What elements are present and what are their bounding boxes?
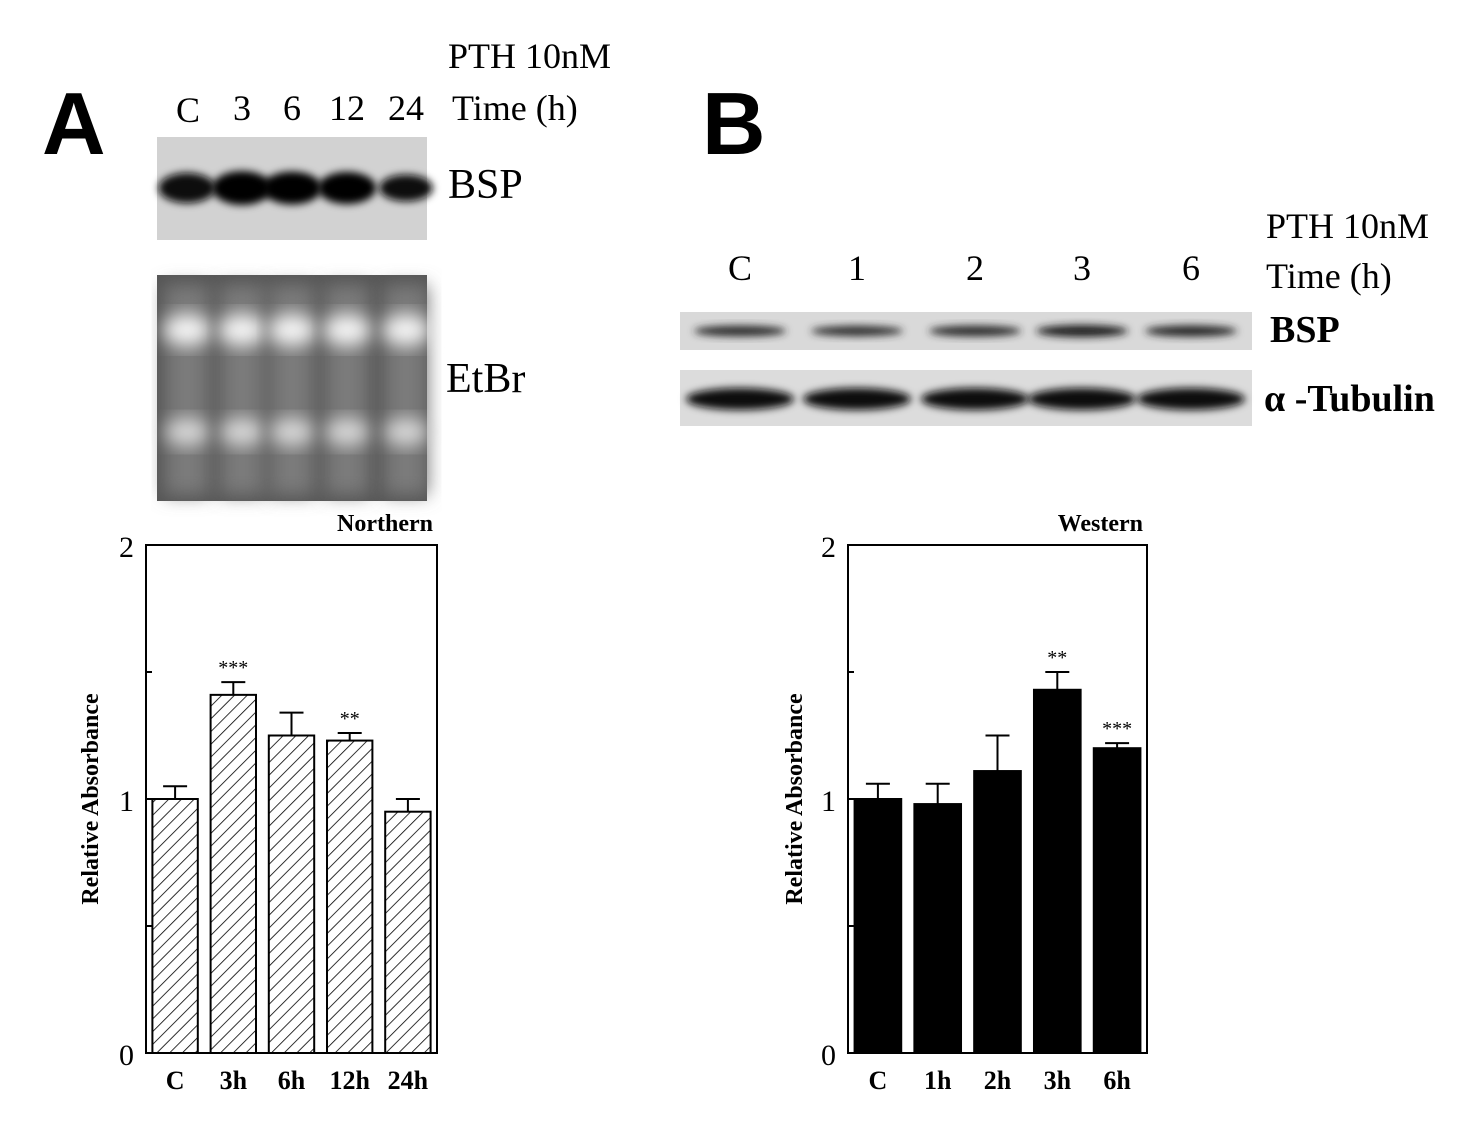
bsp-band bbox=[262, 171, 322, 205]
bsp-band bbox=[929, 325, 1021, 337]
panel-a-lane-label: 24 bbox=[388, 88, 424, 128]
y-axis-label: Relative Absorbance bbox=[78, 693, 104, 905]
y-tick-label: 0 bbox=[821, 1039, 836, 1072]
etbr-28s-band bbox=[163, 314, 211, 346]
tubulin-band bbox=[921, 388, 1029, 410]
y-tick-label: 0 bbox=[119, 1039, 134, 1072]
significance-label: *** bbox=[1102, 718, 1132, 740]
y-tick-label: 2 bbox=[119, 531, 134, 564]
x-tick-label: 6h bbox=[278, 1066, 306, 1095]
panel-a-lane-label: C bbox=[175, 90, 200, 130]
panel-b-tubulin-blot bbox=[680, 370, 1252, 426]
significance-label: ** bbox=[340, 708, 360, 730]
significance-label: *** bbox=[218, 657, 248, 679]
bsp-band bbox=[811, 325, 903, 337]
tubulin-band bbox=[686, 388, 794, 410]
bar bbox=[384, 810, 432, 1055]
bsp-band bbox=[1145, 325, 1237, 337]
x-tick-label: 1h bbox=[924, 1066, 952, 1095]
bsp-band bbox=[1036, 325, 1128, 337]
etbr-28s-band bbox=[268, 314, 316, 346]
bar bbox=[209, 693, 257, 1054]
significance-label: ** bbox=[1047, 647, 1067, 669]
x-tick-label: 2h bbox=[984, 1066, 1012, 1095]
bar bbox=[267, 734, 316, 1054]
bar bbox=[913, 803, 963, 1055]
x-tick-label: 3h bbox=[1044, 1066, 1072, 1095]
tubulin-band bbox=[803, 388, 911, 410]
panel-b-treatment-label: PTH 10nM bbox=[1266, 206, 1430, 246]
tubulin-band bbox=[1137, 388, 1245, 410]
panel-b-bsp-blot-label: BSP bbox=[1270, 309, 1340, 351]
panel-b-bsp-blot bbox=[680, 312, 1252, 350]
y-tick-label: 1 bbox=[119, 785, 134, 818]
x-tick-label: 6h bbox=[1103, 1066, 1131, 1095]
etbr-28s-band bbox=[218, 314, 266, 346]
panel-a-lane-label: 6 bbox=[283, 88, 301, 128]
panel-b-lane-label: 3 bbox=[1073, 248, 1091, 288]
panel-b-letter: B bbox=[702, 74, 766, 173]
x-tick-label: C bbox=[869, 1066, 888, 1095]
panel-b-lane-label: 2 bbox=[966, 248, 984, 288]
etbr-18s-band bbox=[325, 418, 369, 446]
etbr-18s-band bbox=[270, 418, 314, 446]
panel-a-bsp-blot bbox=[157, 137, 433, 240]
panel-a-lane-label: 3 bbox=[233, 88, 251, 128]
y-tick-label: 1 bbox=[821, 785, 836, 818]
bar bbox=[326, 739, 374, 1055]
chart-title: Western bbox=[1058, 511, 1143, 537]
bsp-band bbox=[158, 172, 216, 204]
x-tick-label: 24h bbox=[388, 1066, 429, 1095]
etbr-18s-band bbox=[220, 418, 264, 446]
chart-title: Northern bbox=[337, 511, 433, 537]
x-tick-label: 12h bbox=[329, 1066, 370, 1095]
bsp-band bbox=[694, 325, 786, 337]
panel-a-letter: A bbox=[42, 74, 106, 173]
bar bbox=[1032, 688, 1082, 1055]
bsp-band bbox=[379, 174, 433, 202]
panel-a-etbr-blot-label: EtBr bbox=[446, 356, 526, 402]
etbr-18s-band bbox=[165, 418, 209, 446]
bsp-band bbox=[317, 171, 377, 205]
panel-a-lane-label: 12 bbox=[329, 88, 365, 128]
etbr-28s-band bbox=[382, 314, 430, 346]
y-axis-label: Relative Absorbance bbox=[782, 693, 808, 905]
panel-a-bsp-blot-label: BSP bbox=[448, 162, 523, 208]
bsp-band bbox=[212, 171, 272, 205]
y-tick-label: 2 bbox=[821, 531, 836, 564]
x-tick-label: 3h bbox=[220, 1066, 248, 1095]
bar bbox=[853, 798, 903, 1054]
northern-bar-chart: 0 1 2 Relative Absorbance Northern C *** 3h 6h **… bbox=[78, 511, 438, 1095]
bar bbox=[151, 798, 199, 1054]
panel-a-treatment-label: PTH 10nM bbox=[448, 36, 612, 76]
panel-b-tubulin-blot-label: α -Tubulin bbox=[1264, 378, 1435, 420]
panel-a-time-label: Time (h) bbox=[452, 88, 578, 128]
etbr-18s-band bbox=[384, 418, 428, 446]
panel-b-lane-label: 1 bbox=[848, 248, 866, 288]
tubulin-band bbox=[1028, 388, 1136, 410]
panel-a-etbr-gel bbox=[157, 275, 430, 501]
panel-b-lane-label: C bbox=[727, 248, 752, 288]
x-tick-label: C bbox=[166, 1066, 185, 1095]
panel-b-time-label: Time (h) bbox=[1266, 256, 1392, 296]
western-bar-chart: 0 1 2 Relative Absorbance Western C 1h 2h ** 3h **… bbox=[782, 511, 1148, 1095]
etbr-28s-band bbox=[323, 314, 371, 346]
bar bbox=[973, 770, 1022, 1054]
bar bbox=[1092, 747, 1142, 1054]
panel-b-lane-label: 6 bbox=[1182, 248, 1200, 288]
